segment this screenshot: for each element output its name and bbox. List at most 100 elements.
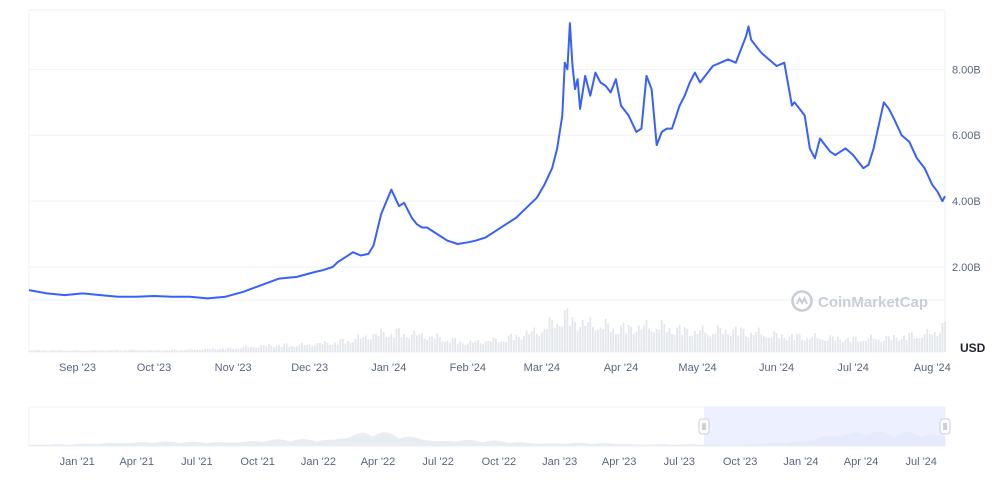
volume-bar	[852, 336, 855, 352]
x-tick-label: Oct '23	[137, 362, 172, 374]
volume-bar	[178, 350, 181, 352]
volume-bar	[38, 350, 41, 352]
volume-bar	[201, 349, 204, 352]
volume-bar	[701, 325, 704, 352]
volume-bar	[257, 347, 260, 352]
volume-bar	[469, 340, 472, 352]
navigator-tick-label: Apr '24	[844, 456, 879, 468]
volume-bar	[446, 340, 449, 352]
volume-bar	[484, 341, 487, 352]
volume-bar	[788, 336, 791, 352]
volume-bar	[727, 334, 730, 352]
volume-bar	[880, 341, 883, 352]
volume-bar	[941, 323, 944, 352]
volume-bar	[553, 328, 556, 352]
x-axis-labels: Sep '23 Oct '23 Nov '23 Dec '23 Jan '24 Feb '…	[59, 362, 951, 374]
volume-bar	[808, 339, 811, 352]
volume-bar	[609, 331, 612, 352]
volume-bar	[107, 350, 109, 352]
volume-bar	[81, 350, 84, 352]
navigator-tick-label: Apr '22	[361, 456, 396, 468]
volume-bar	[367, 339, 370, 352]
volume-bar	[734, 326, 737, 352]
navigator-left-handle[interactable]	[698, 418, 710, 435]
volume-bar	[543, 329, 546, 352]
volume-bar	[183, 350, 186, 352]
volume-bar	[280, 347, 283, 352]
navigator-selected-range[interactable]	[704, 407, 945, 446]
volume-bar	[931, 334, 934, 352]
volume-bar	[505, 342, 508, 352]
volume-bar	[867, 338, 870, 352]
volume-bar	[423, 338, 426, 352]
volume-bar	[905, 340, 908, 352]
volume-bar	[745, 336, 747, 352]
volume-bar	[847, 337, 849, 352]
volume-bar	[244, 345, 247, 352]
volume-bar	[239, 348, 242, 352]
volume-bar	[186, 349, 189, 352]
volume-bar	[247, 347, 250, 352]
volume-bar	[377, 335, 380, 352]
volume-bar	[517, 336, 520, 352]
volume-bar	[288, 346, 291, 352]
coinmarketcap-logo-icon	[791, 290, 813, 312]
navigator-tick-label: Jan '21	[60, 456, 95, 468]
range-navigator[interactable]	[28, 406, 951, 447]
volume-bar	[507, 335, 510, 352]
volume-bar	[637, 325, 640, 352]
volume-bar	[630, 326, 633, 352]
volume-bar	[122, 350, 125, 352]
volume-bar	[408, 338, 411, 352]
volume-bar	[94, 350, 97, 352]
volume-bar	[451, 338, 454, 352]
volume-bar	[834, 340, 837, 352]
volume-bar	[398, 328, 400, 352]
volume-bar	[170, 349, 173, 352]
volume-bar	[140, 350, 143, 352]
volume-bar	[561, 326, 564, 352]
volume-bar	[752, 334, 755, 352]
volume-bar	[791, 334, 793, 352]
volume-bar	[370, 339, 372, 352]
volume-bar	[89, 350, 92, 352]
volume-bar	[709, 336, 712, 352]
navigator-tick-label: Jul '23	[664, 456, 695, 468]
navigator-right-handle[interactable]	[939, 418, 951, 435]
volume-bar	[285, 343, 288, 352]
volume-bar	[260, 345, 263, 352]
volume-bar	[739, 327, 742, 352]
volume-bar	[936, 335, 939, 352]
volume-bar	[801, 340, 804, 352]
volume-bar	[566, 308, 569, 352]
volume-bar	[250, 347, 252, 352]
volume-bar	[854, 336, 857, 352]
volume-bar	[68, 350, 71, 352]
volume-bar	[428, 336, 431, 352]
volume-bar	[255, 347, 257, 352]
volume-bar	[813, 332, 816, 352]
volume-bar	[341, 338, 344, 352]
volume-bar	[63, 350, 66, 352]
volume-bar	[612, 328, 615, 352]
volume-bar	[729, 336, 732, 352]
price-line[interactable]	[28, 22, 946, 300]
volume-bar	[431, 336, 434, 352]
volume-bar	[117, 349, 120, 352]
volume-bar	[135, 350, 138, 352]
volume-bar	[472, 342, 474, 352]
volume-bar	[556, 323, 559, 352]
volume-bar	[824, 341, 826, 352]
volume-bar	[589, 317, 592, 352]
volume-bar	[877, 339, 880, 352]
volume-bar	[252, 346, 255, 352]
volume-bar	[405, 337, 408, 352]
volume-bar	[918, 338, 921, 352]
volume-bar	[796, 333, 798, 352]
volume-bar	[768, 337, 770, 352]
volume-bar	[558, 326, 561, 352]
volume-bar	[296, 346, 298, 352]
y-axis-unit: USD	[960, 341, 986, 355]
volume-bar	[584, 325, 587, 352]
volume-bar	[216, 349, 219, 352]
